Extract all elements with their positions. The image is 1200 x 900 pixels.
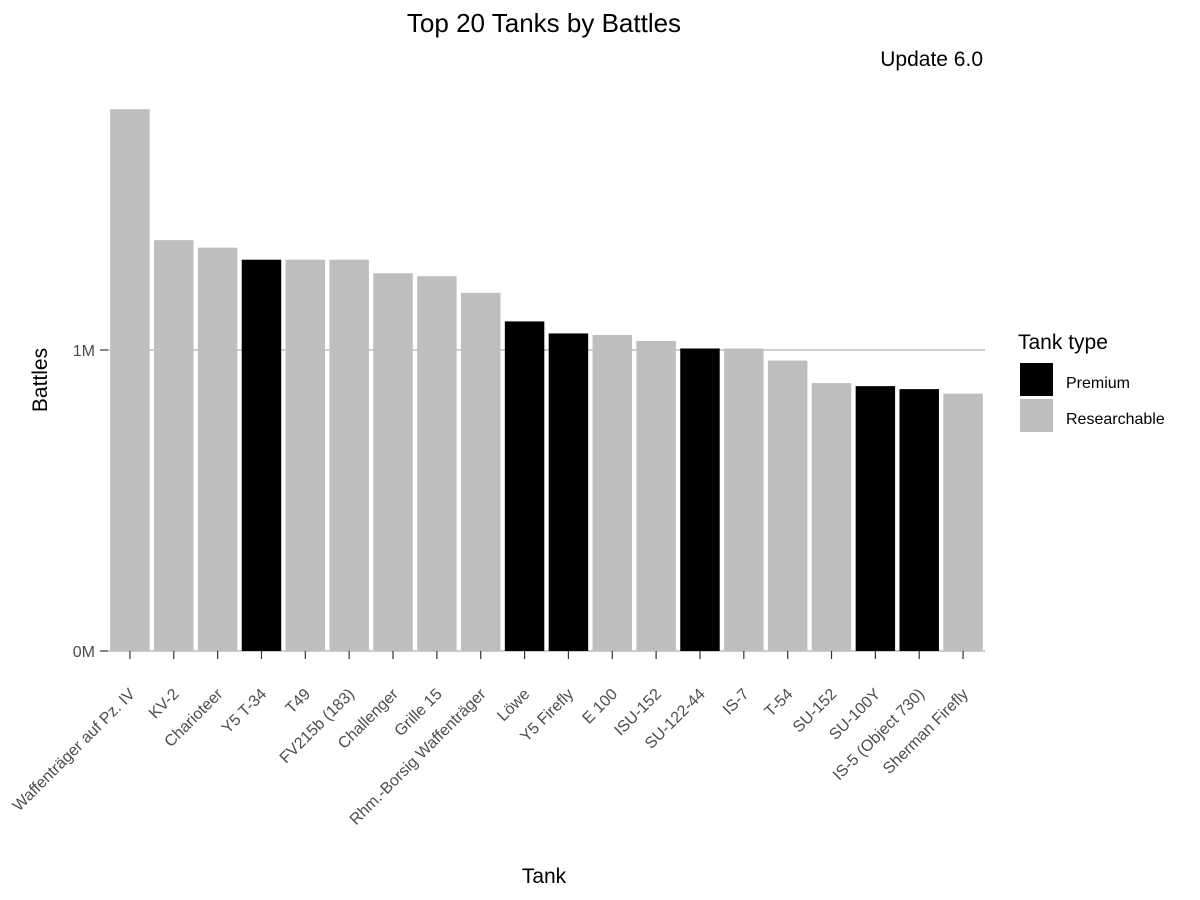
legend-label-premium: Premium	[1066, 375, 1130, 392]
chart-title: Top 20 Tanks by Battles	[407, 8, 681, 38]
x-tick-label: IS-7	[720, 686, 753, 719]
bar	[592, 334, 633, 651]
bar	[724, 348, 764, 651]
bar	[373, 273, 413, 651]
legend: Tank type Premium Researchable	[1018, 331, 1165, 432]
legend-swatch-researchable	[1020, 399, 1053, 432]
x-axis-title: Tank	[522, 865, 567, 888]
x-tick-label: Y5 T-34	[219, 686, 271, 738]
y-tick-label: 0M	[73, 644, 95, 661]
bar	[636, 340, 676, 651]
bar	[548, 333, 589, 651]
bar	[504, 321, 545, 651]
bar	[811, 383, 852, 651]
legend-title: Tank type	[1018, 331, 1108, 354]
bar	[767, 360, 808, 651]
y-axis: 0M 1M	[73, 343, 108, 661]
x-tick-label: Löwe	[494, 686, 533, 725]
bar	[943, 393, 983, 651]
x-axis: Waffenträger auf Pz. IV KV-2CharioteerY5 …	[10, 651, 972, 829]
gridlines	[108, 349, 985, 652]
bar	[154, 240, 194, 651]
bar	[417, 276, 457, 651]
x-tick-label: KV-2	[146, 686, 183, 723]
x-tick-label: Waffenträger auf Pz. IV	[10, 686, 139, 815]
y-tick-label: 1M	[73, 343, 95, 360]
bar	[855, 386, 896, 651]
x-tick-label: T-54	[762, 686, 797, 721]
bar	[110, 109, 150, 651]
bars	[110, 109, 983, 651]
y-axis-title: Battles	[29, 348, 52, 412]
bar	[329, 259, 369, 651]
bar	[899, 389, 939, 651]
bar	[460, 292, 501, 651]
bar	[197, 247, 238, 651]
chart-subtitle: Update 6.0	[880, 48, 983, 71]
bar	[680, 348, 720, 651]
bar	[285, 259, 326, 651]
bar	[241, 259, 282, 651]
x-tick-label: E 100	[580, 686, 622, 728]
x-tick-label: T49	[283, 686, 315, 718]
legend-label-researchable: Researchable	[1066, 411, 1165, 428]
legend-swatch-premium	[1020, 363, 1053, 396]
